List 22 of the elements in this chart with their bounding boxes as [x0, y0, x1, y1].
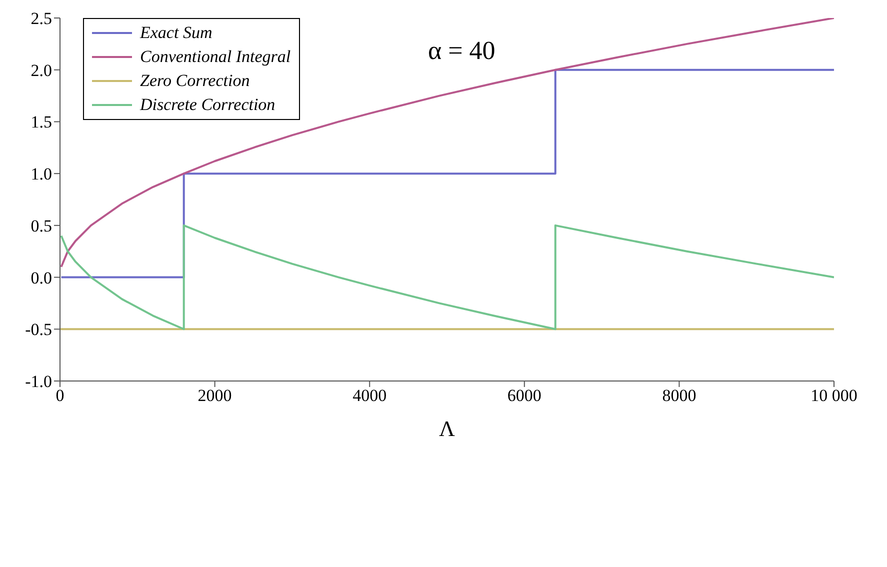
- x-tick-label: 2000: [198, 386, 232, 406]
- legend-label: Exact Sum: [140, 23, 212, 43]
- x-tick-label: 6000: [507, 386, 542, 406]
- y-tick-label: -1.0: [25, 372, 52, 392]
- y-tick-label: 2.5: [30, 9, 52, 28]
- x-tick-label: 8000: [662, 386, 696, 406]
- y-tick-label: 0.5: [30, 216, 52, 236]
- legend-label: Discrete Correction: [140, 95, 276, 115]
- line-series: [60, 18, 834, 268]
- legend-label: Zero Correction: [140, 71, 250, 91]
- y-tick-label: -0.5: [25, 320, 52, 340]
- x-axis-title: Λ: [439, 416, 456, 441]
- y-tick-label: 2.0: [30, 60, 52, 80]
- y-tick-label: 0.0: [30, 268, 52, 288]
- annotation: α = 40: [428, 36, 496, 66]
- line-series: [60, 224, 834, 330]
- y-tick-label: 1.0: [30, 164, 52, 184]
- x-tick-label: 10 000: [810, 386, 858, 406]
- legend-label: Conventional Integral: [140, 47, 291, 67]
- x-tick-label: 0: [56, 386, 64, 406]
- y-tick-label: 1.5: [30, 112, 52, 132]
- x-tick-label: 4000: [352, 386, 387, 406]
